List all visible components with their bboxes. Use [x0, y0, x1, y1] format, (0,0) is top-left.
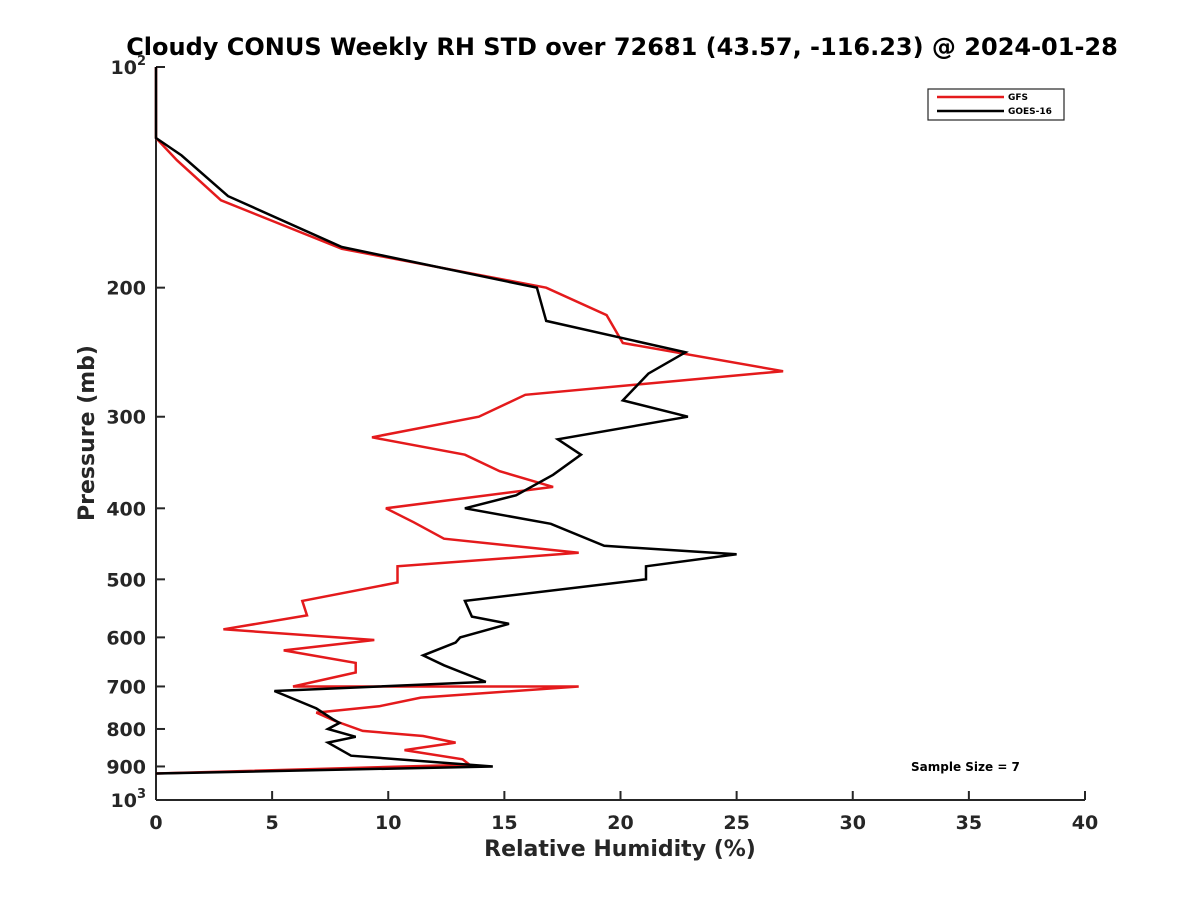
x-tick-label: 5 — [266, 812, 279, 834]
legend-label-goes16: GOES-16 — [1008, 107, 1052, 117]
y-tick-exponent: 2 — [137, 54, 146, 69]
sample-size-annotation: Sample Size = 7 — [911, 760, 1020, 774]
series-line-goes16 — [154, 67, 737, 775]
series-line-gfs — [154, 67, 784, 775]
y-tick-label: 700 — [106, 676, 146, 698]
legend-box — [927, 88, 1065, 121]
x-tick-label: 20 — [607, 812, 633, 834]
y-tick-label: 300 — [106, 407, 146, 429]
y-tick-label: 400 — [106, 498, 146, 520]
x-tick-label: 15 — [491, 812, 517, 834]
y-tick-label: 900 — [106, 756, 146, 778]
x-tick-label: 30 — [840, 812, 866, 834]
x-tick-label: 10 — [375, 812, 401, 834]
y-tick-label: 600 — [106, 627, 146, 649]
x-axis-label: Relative Humidity (%) — [484, 837, 756, 862]
x-axis-ticks: 0 5 10 15 20 25 30 35 40 — [149, 791, 1098, 834]
y-tick-label: 200 — [106, 278, 146, 300]
y-tick-base: 10 — [111, 790, 137, 812]
y-tick-label: 500 — [106, 569, 146, 591]
y-tick-label: 102 — [111, 54, 147, 79]
y-tick-label: 103 — [111, 787, 147, 812]
series-lines — [154, 67, 784, 775]
x-tick-label: 25 — [723, 812, 749, 834]
y-tick-exponent: 3 — [137, 787, 146, 802]
legend-label-gfs: GFS — [1008, 93, 1028, 103]
x-tick-label: 0 — [149, 812, 162, 834]
x-tick-label: 40 — [1072, 812, 1098, 834]
legend: GFS GOES-16 — [927, 88, 1065, 121]
x-tick-label: 35 — [956, 812, 982, 834]
chart-title: Cloudy CONUS Weekly RH STD over 72681 (4… — [126, 33, 1118, 61]
y-tick-label: 800 — [106, 719, 146, 741]
y-tick-base: 10 — [111, 57, 137, 79]
y-axis-label: Pressure (mb) — [75, 345, 100, 521]
